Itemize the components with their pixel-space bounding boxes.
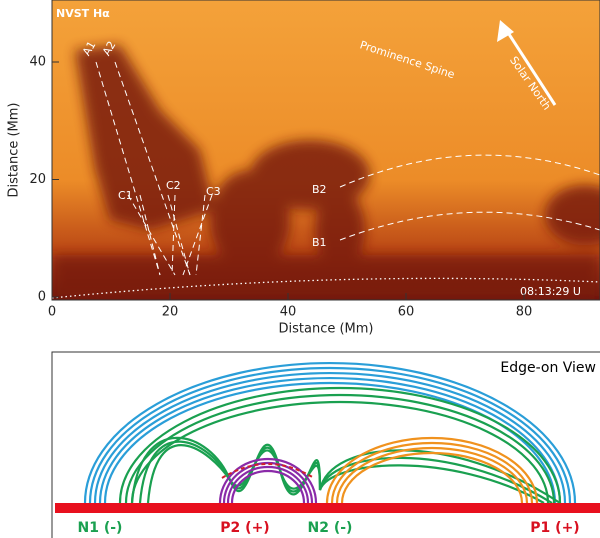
x-tick-label: 0	[48, 305, 56, 320]
y-axis-label: Distance (Mm)	[7, 103, 22, 198]
x-tick-label: 80	[516, 305, 533, 320]
annotation: C3	[206, 185, 221, 198]
annotation: C2	[166, 179, 181, 192]
polarity: P2 (+)	[220, 520, 269, 536]
halpha-image	[52, 0, 600, 300]
polarity: N2 (-)	[308, 520, 353, 536]
x-axis-label: Distance (Mm)	[279, 322, 374, 337]
instrument-label: NVST Hα	[56, 7, 110, 20]
y-tick-label: 20	[29, 172, 46, 187]
polarity: N1 (-)	[78, 520, 123, 536]
x-tick-label: 60	[398, 305, 415, 320]
polarity: P1 (+)	[530, 520, 579, 536]
annotation: C1	[118, 189, 133, 202]
photosphere	[55, 503, 600, 513]
x-tick-label: 20	[162, 305, 179, 320]
annotation: B1	[312, 236, 327, 249]
annotation: B2	[312, 183, 327, 196]
diagram-title: Edge-on View	[500, 360, 596, 376]
x-tick-label: 40	[280, 305, 297, 320]
y-tick-label: 40	[29, 55, 46, 70]
y-tick-label: 0	[38, 290, 46, 305]
timestamp: 08:13:29 U	[520, 285, 581, 298]
figure: NVST Hα Prominence Spine Solar North A1 …	[0, 0, 600, 538]
